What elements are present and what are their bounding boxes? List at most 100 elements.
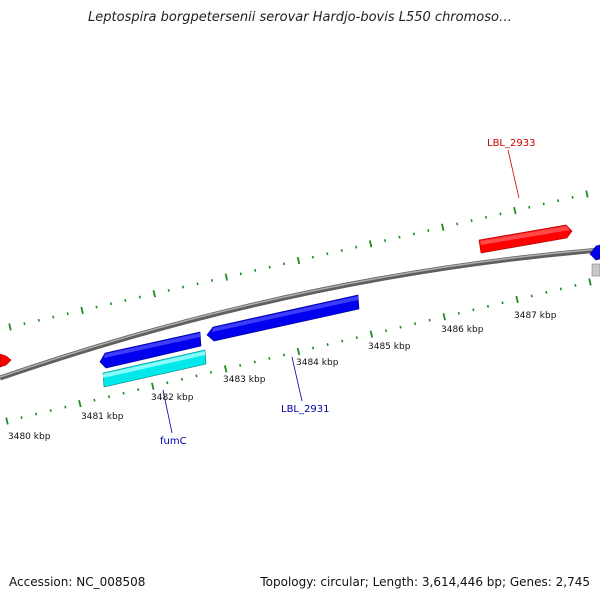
inner-minor-tick: [253, 360, 256, 364]
leader-line-lbl2933: [507, 149, 520, 199]
outer-minor-tick: [210, 279, 214, 282]
outer-minor-tick: [239, 272, 242, 276]
inner-major-tick: [78, 400, 82, 408]
outer-minor-tick: [37, 318, 40, 322]
gene-reverse-right[interactable]: [589, 244, 600, 261]
inner-minor-tick: [399, 325, 402, 329]
inner-minor-tick: [195, 374, 198, 378]
inner-minor-tick: [93, 398, 96, 402]
inner-major-tick: [223, 365, 228, 373]
backbone-line: [0, 247, 600, 381]
inner-minor-tick: [341, 339, 344, 343]
outer-minor-tick: [268, 265, 271, 269]
position-label-3482: 3482 kbp: [151, 393, 194, 403]
inner-minor-tick: [35, 412, 38, 416]
gene-other-right[interactable]: [591, 263, 600, 277]
inner-minor-tick: [486, 304, 490, 308]
inner-minor-tick: [137, 388, 140, 392]
inner-minor-tick: [384, 329, 388, 333]
outer-minor-tick: [470, 219, 473, 223]
outer-minor-tick: [484, 215, 488, 219]
inner-major-tick: [369, 330, 374, 338]
inner-minor-tick: [107, 395, 111, 399]
inner-major-tick: [588, 278, 592, 286]
outer-minor-tick: [182, 285, 185, 289]
leader-line-fumc: [162, 389, 173, 434]
outer-major-tick: [513, 207, 517, 215]
inner-minor-tick: [501, 301, 504, 305]
outer-minor-tick: [196, 282, 199, 286]
outer-minor-tick: [52, 315, 55, 319]
outer-minor-tick: [398, 235, 401, 239]
inner-tick-track: [5, 278, 592, 425]
gene-forward-left[interactable]: [0, 353, 12, 368]
accession-text: Accession: NC_008508: [9, 575, 146, 589]
inner-minor-tick: [209, 370, 213, 374]
outer-minor-tick: [412, 232, 415, 236]
inner-minor-tick: [326, 343, 329, 347]
gene-reverse-left-highlight: [104, 333, 200, 358]
inner-minor-tick: [166, 381, 169, 385]
outer-minor-tick: [557, 199, 560, 203]
inner-minor-tick: [355, 336, 358, 340]
outer-major-tick: [224, 273, 229, 281]
gene-lbl2933-highlight: [480, 226, 570, 245]
position-label-3483: 3483 kbp: [223, 375, 266, 385]
outer-minor-tick: [124, 298, 127, 302]
outer-minor-tick: [23, 322, 26, 326]
outer-minor-tick: [499, 212, 502, 216]
outer-major-tick: [8, 323, 12, 331]
gene-label-fumc[interactable]: fumC: [160, 436, 187, 447]
position-label-3480: 3480 kbp: [8, 432, 51, 442]
outer-minor-tick: [109, 302, 113, 306]
inner-major-tick: [5, 417, 9, 425]
inner-major-tick: [151, 382, 155, 390]
topology-text: Topology: circular; Length: 3,614,446 bp…: [260, 575, 590, 589]
leader-line-lbl2931: [291, 356, 303, 402]
position-label-3485: 3485 kbp: [368, 342, 411, 352]
outer-minor-tick: [254, 269, 257, 272]
outer-minor-tick: [138, 295, 141, 299]
inner-minor-tick: [268, 356, 271, 360]
map-title: Leptospira borgpetersenii serovar Hardjo…: [88, 10, 512, 25]
inner-minor-tick: [64, 405, 67, 409]
inner-minor-tick: [311, 346, 315, 350]
gene-label-lbl2931[interactable]: LBL_2931: [281, 404, 329, 415]
position-label-3487: 3487 kbp: [514, 311, 557, 321]
inner-minor-tick: [457, 311, 460, 315]
inner-minor-tick: [472, 308, 475, 312]
inner-minor-tick: [20, 416, 23, 419]
outer-major-tick: [152, 290, 156, 298]
position-label-3481: 3481 kbp: [81, 412, 124, 422]
outer-minor-tick: [542, 202, 545, 206]
inner-major-tick: [515, 295, 519, 303]
outer-minor-tick: [383, 239, 387, 242]
outer-minor-tick: [528, 205, 531, 209]
outer-minor-tick: [427, 229, 430, 233]
outer-minor-tick: [167, 288, 170, 292]
inner-minor-tick: [530, 294, 533, 298]
inner-minor-tick: [180, 377, 183, 381]
gene-fumc-highlight: [103, 351, 205, 378]
inner-minor-tick: [239, 363, 242, 367]
outer-major-tick: [296, 256, 301, 265]
outer-tick-track: [8, 190, 589, 331]
inner-minor-tick: [282, 353, 286, 357]
inner-minor-tick: [574, 284, 577, 287]
gene-lbl2931-highlight: [212, 296, 358, 332]
outer-minor-tick: [311, 255, 314, 259]
inner-minor-tick: [545, 290, 548, 294]
inner-minor-tick: [428, 318, 431, 322]
inner-minor-tick: [122, 391, 125, 395]
outer-major-tick: [368, 240, 373, 248]
outer-minor-tick: [95, 305, 98, 309]
inner-minor-tick: [559, 287, 562, 291]
position-label-3486: 3486 kbp: [441, 325, 484, 335]
outer-minor-tick: [456, 222, 459, 226]
outer-minor-tick: [326, 252, 329, 256]
gene-label-lbl2933[interactable]: LBL_2933: [487, 138, 535, 149]
outer-minor-tick: [66, 312, 69, 316]
backbone-line-highlight: [0, 248, 600, 378]
outer-major-tick: [441, 223, 445, 231]
